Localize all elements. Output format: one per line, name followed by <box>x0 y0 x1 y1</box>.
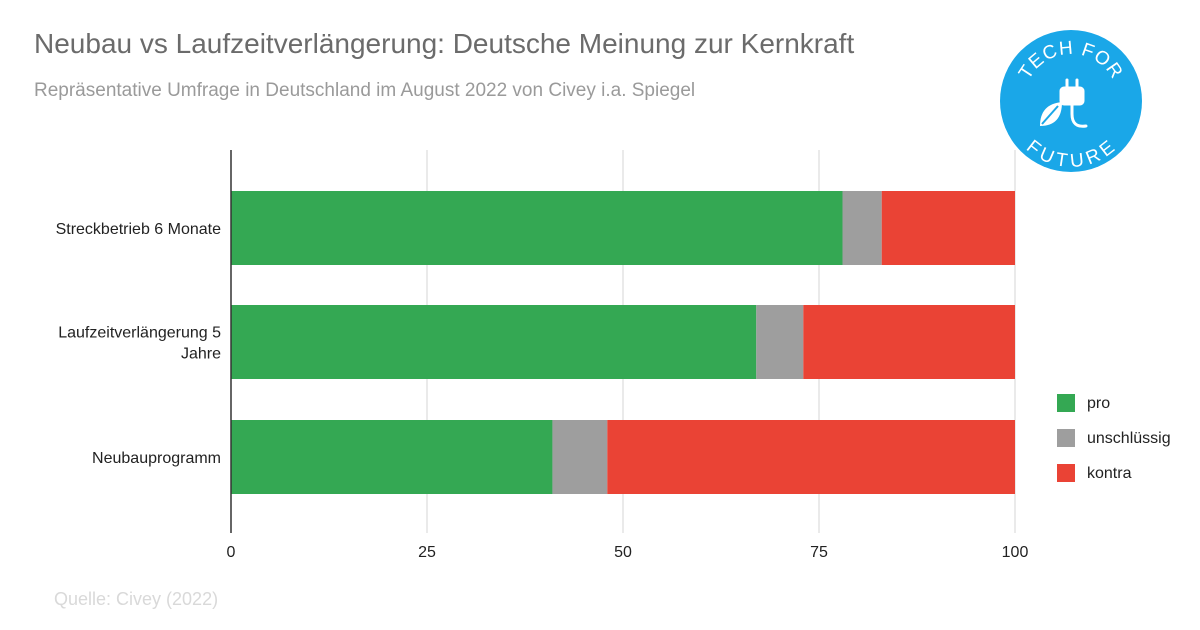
x-tick-label-0: 0 <box>227 544 236 561</box>
legend-label-kontra: kontra <box>1087 465 1132 482</box>
x-tick-label-100: 100 <box>1002 544 1029 561</box>
category-label-1-line-0: Laufzeitverlängerung 5 <box>58 325 221 342</box>
source-note: Quelle: Civey (2022) <box>54 589 219 609</box>
bar-kontra-1 <box>803 305 1015 379</box>
bar-unschlüssig-1 <box>756 305 804 379</box>
legend-swatch-unschlüssig <box>1057 429 1075 447</box>
x-tick-label-25: 25 <box>418 544 436 561</box>
tech-for-future-logo: TECH FOR FUTURE <box>1000 30 1142 172</box>
chart-title: Neubau vs Laufzeitverlängerung: Deutsche… <box>34 28 855 59</box>
legend-swatch-pro <box>1057 394 1075 412</box>
x-tick-label-50: 50 <box>614 544 632 561</box>
legend-swatch-kontra <box>1057 464 1075 482</box>
bar-kontra-0 <box>881 191 1015 265</box>
category-label-0: Streckbetrieb 6 Monate <box>56 221 222 238</box>
category-label-1-line-1: Jahre <box>181 346 221 363</box>
bar-pro-0 <box>231 191 843 265</box>
chart-subtitle: Repräsentative Umfrage in Deutschland im… <box>34 80 696 101</box>
category-label-2: Neubauprogramm <box>92 450 221 467</box>
bar-unschlüssig-2 <box>552 420 608 494</box>
legend-label-unschlüssig: unschlüssig <box>1087 430 1171 447</box>
plug-icon <box>1059 78 1088 128</box>
bar-unschlüssig-0 <box>842 191 882 265</box>
bar-kontra-2 <box>607 420 1015 494</box>
leaf-icon <box>1040 102 1062 126</box>
legend-label-pro: pro <box>1087 395 1110 412</box>
bar-pro-1 <box>231 305 757 379</box>
bar-pro-2 <box>231 420 553 494</box>
x-tick-label-75: 75 <box>810 544 828 561</box>
